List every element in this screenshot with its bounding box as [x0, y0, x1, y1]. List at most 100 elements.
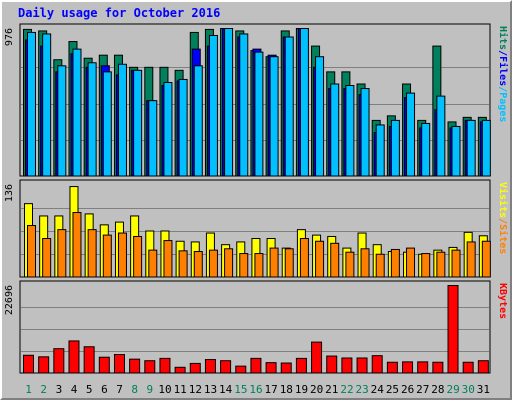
kbytes-bar	[83, 346, 95, 374]
day-label: 18	[280, 383, 293, 396]
sites-bar	[178, 250, 188, 278]
pages-bar	[102, 71, 112, 177]
sites-bar	[406, 247, 416, 278]
kbytes-bar	[432, 361, 444, 374]
day-label: 16	[249, 383, 262, 396]
legend-hits-files-pages: Hits/Files/Pages	[497, 26, 509, 122]
kbytes-bar	[295, 357, 307, 374]
day-label: 15	[234, 383, 247, 396]
pages-bar	[406, 92, 416, 177]
legend-kbytes: KBytes	[497, 283, 508, 319]
legend-files: Files	[497, 56, 509, 86]
legend-kbytes-group: KBytes	[497, 283, 508, 319]
kbytes-bar	[38, 356, 50, 374]
kbytes-bar	[174, 366, 186, 374]
legend-sep: /	[497, 218, 508, 224]
pages-bar	[421, 122, 431, 177]
kbytes-bar	[250, 357, 262, 374]
y-max-label-hits: 976	[4, 28, 15, 46]
pages-bar	[148, 100, 158, 177]
panel-3	[19, 280, 491, 374]
pages-bar	[390, 119, 400, 177]
sites-bar	[254, 253, 264, 278]
kbytes-bar	[204, 359, 216, 374]
pages-bar	[284, 36, 294, 177]
day-label: 12	[189, 383, 202, 396]
kbytes-bar	[371, 355, 383, 374]
pages-bar	[375, 124, 385, 177]
pages-bar	[193, 65, 203, 177]
kbytes-bar	[159, 357, 171, 374]
sites-bar	[72, 212, 82, 278]
sites-bar	[481, 240, 491, 278]
sites-bar	[269, 247, 279, 278]
pages-bar	[254, 51, 264, 177]
legend-sites: Sites	[497, 224, 509, 254]
kbytes-bar	[129, 358, 141, 374]
sites-bar	[299, 238, 309, 278]
pages-bar	[117, 63, 127, 177]
sites-bar	[451, 249, 461, 278]
kbytes-bar	[189, 362, 201, 374]
kbytes-bar	[113, 354, 125, 374]
day-label: 1	[25, 383, 32, 396]
pages-bar	[178, 78, 188, 177]
pages-bar	[436, 95, 446, 177]
sites-bar	[133, 235, 143, 278]
legend-visits-sites: Visits/Sites	[497, 182, 509, 254]
sites-bar	[193, 251, 203, 278]
kbytes-bar	[447, 285, 459, 374]
pages-bar	[360, 88, 370, 177]
day-label: 25	[386, 383, 399, 396]
kbytes-bar	[23, 354, 34, 374]
kbytes-bar	[462, 361, 474, 374]
kbytes-bar	[220, 360, 232, 374]
pages-bar	[239, 33, 249, 177]
sites-bar	[284, 248, 294, 278]
kbytes-bar	[144, 360, 156, 374]
pages-bar	[72, 48, 82, 177]
sites-bar	[239, 253, 249, 278]
sites-bar	[102, 234, 112, 278]
kbytes-bar	[265, 362, 277, 374]
day-label: 30	[462, 383, 475, 396]
pages-bar	[345, 85, 355, 177]
kbytes-bar	[341, 357, 353, 374]
sites-bar	[375, 253, 385, 278]
pages-bar	[27, 31, 36, 177]
kbytes-bar	[402, 361, 414, 374]
sites-bar	[345, 251, 355, 278]
pages-bar	[481, 119, 491, 177]
day-label: 4	[71, 383, 78, 396]
day-label: 8	[131, 383, 138, 396]
day-label: 10	[158, 383, 171, 396]
day-label: 20	[310, 383, 323, 396]
pages-bar	[315, 56, 325, 177]
kbytes-bar	[417, 361, 429, 374]
sites-bar	[390, 248, 400, 278]
day-label: 23	[356, 383, 369, 396]
day-label: 14	[219, 383, 233, 396]
day-label: 5	[86, 383, 93, 396]
legend-sep: /	[497, 50, 508, 56]
sites-bar	[421, 253, 431, 278]
day-label: 6	[101, 383, 108, 396]
day-label: 24	[371, 383, 385, 396]
day-label: 13	[204, 383, 217, 396]
day-label: 2	[40, 383, 47, 396]
day-label: 17	[265, 383, 278, 396]
day-label: 19	[295, 383, 308, 396]
pages-bar	[208, 34, 218, 177]
pages-bar	[57, 65, 67, 177]
day-label: 27	[416, 383, 429, 396]
y-max-label-kbytes: 22696	[4, 285, 15, 315]
legend-sep: /	[497, 86, 508, 92]
pages-bar	[42, 33, 52, 177]
legend-hits: Hits	[497, 26, 509, 50]
kbytes-bar	[386, 361, 398, 374]
y-max-label-visits: 136	[4, 184, 15, 202]
pages-bar	[466, 119, 476, 177]
kbytes-bar	[280, 362, 292, 374]
kbytes-bar	[311, 341, 323, 374]
pages-bar	[330, 83, 340, 177]
